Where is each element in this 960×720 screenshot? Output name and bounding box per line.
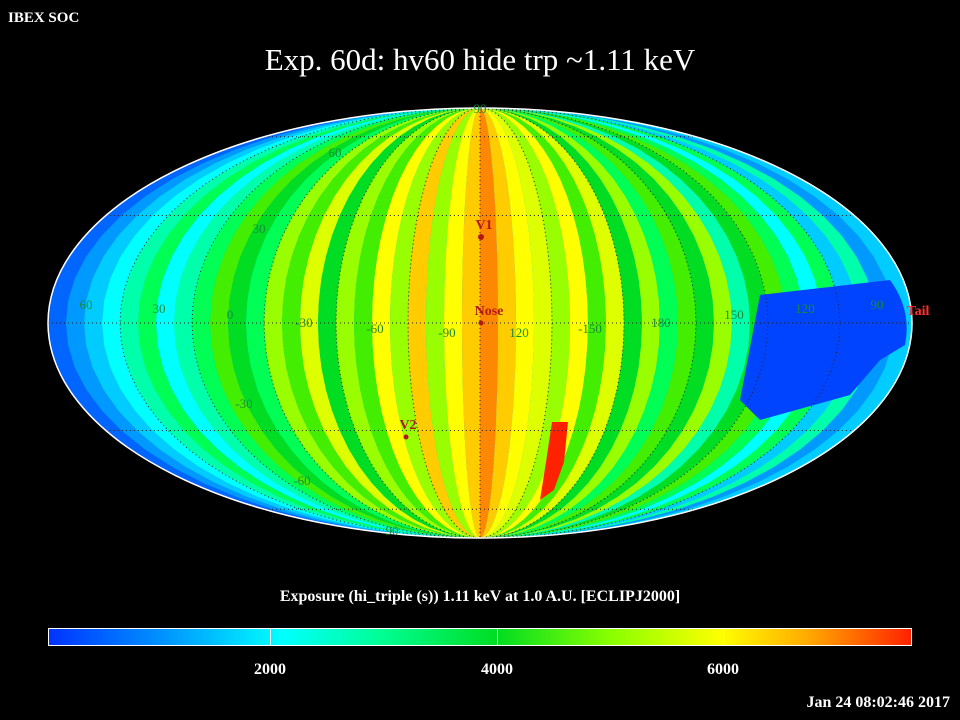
map-title: Exp. 60d: hv60 hide trp ~1.11 keV [264,42,696,77]
lon-label-150: 150 [724,307,744,322]
lon-label-m30: -30 [295,315,312,330]
lat-label-90s: 90 [386,523,399,538]
marker-label-nose: Nose [475,304,504,319]
lon-label-0: 0 [227,307,234,322]
lat-label-30n: 30 [253,221,266,236]
colorbar [48,628,912,646]
lon-label-m60: -60 [366,321,383,336]
map-outline [47,107,913,539]
lat-label-60n: 60 [329,145,342,160]
marker-nose [478,320,484,326]
lon-label-90: 90 [871,297,884,312]
lon-label-120a: 120 [509,325,529,340]
marker-label-v2: V2 [399,418,416,433]
high-exposure-region [540,422,568,500]
exposure-band [372,108,480,538]
exposure-band [354,108,480,538]
colorbar-label-4000: 4000 [481,661,513,678]
lat-label-90n: 90 [474,101,487,116]
exposure-band [480,108,570,538]
colorbar-caption: Exposure (hi_triple (s)) 1.11 keV at 1.0… [279,588,681,605]
lon-label-180: 180 [651,315,671,330]
lon-label-30: 30 [153,301,166,316]
exposure-band [480,108,534,538]
low-exposure-region [740,280,907,420]
marker-v2 [403,434,409,440]
source-label: IBEX SOC [8,10,80,26]
exposure-band [390,108,480,538]
exposure-band [480,108,516,538]
colorbar-tick-4000 [497,629,498,645]
lon-label-m150: -150 [578,321,602,336]
colorbar-tick-6000 [723,629,724,645]
lat-label-60s: -60 [293,473,310,488]
lon-label-m90: -90 [438,325,455,340]
colorbar-label-6000: 6000 [707,661,739,678]
lat-label-30s: -30 [235,396,252,411]
marker-v1 [478,234,484,240]
meridian [479,108,553,538]
marker-label-tail: Tail [907,304,930,319]
colorbar-label-2000: 2000 [254,661,286,678]
marker-label-v1: V1 [475,218,492,233]
lon-label-60: 60 [80,297,93,312]
lon-label-120b: 120 [795,301,815,316]
exposure-band [426,108,480,538]
colorbar-tick-2000 [270,629,271,645]
timestamp: Jan 24 08:02:46 2017 [806,694,950,711]
